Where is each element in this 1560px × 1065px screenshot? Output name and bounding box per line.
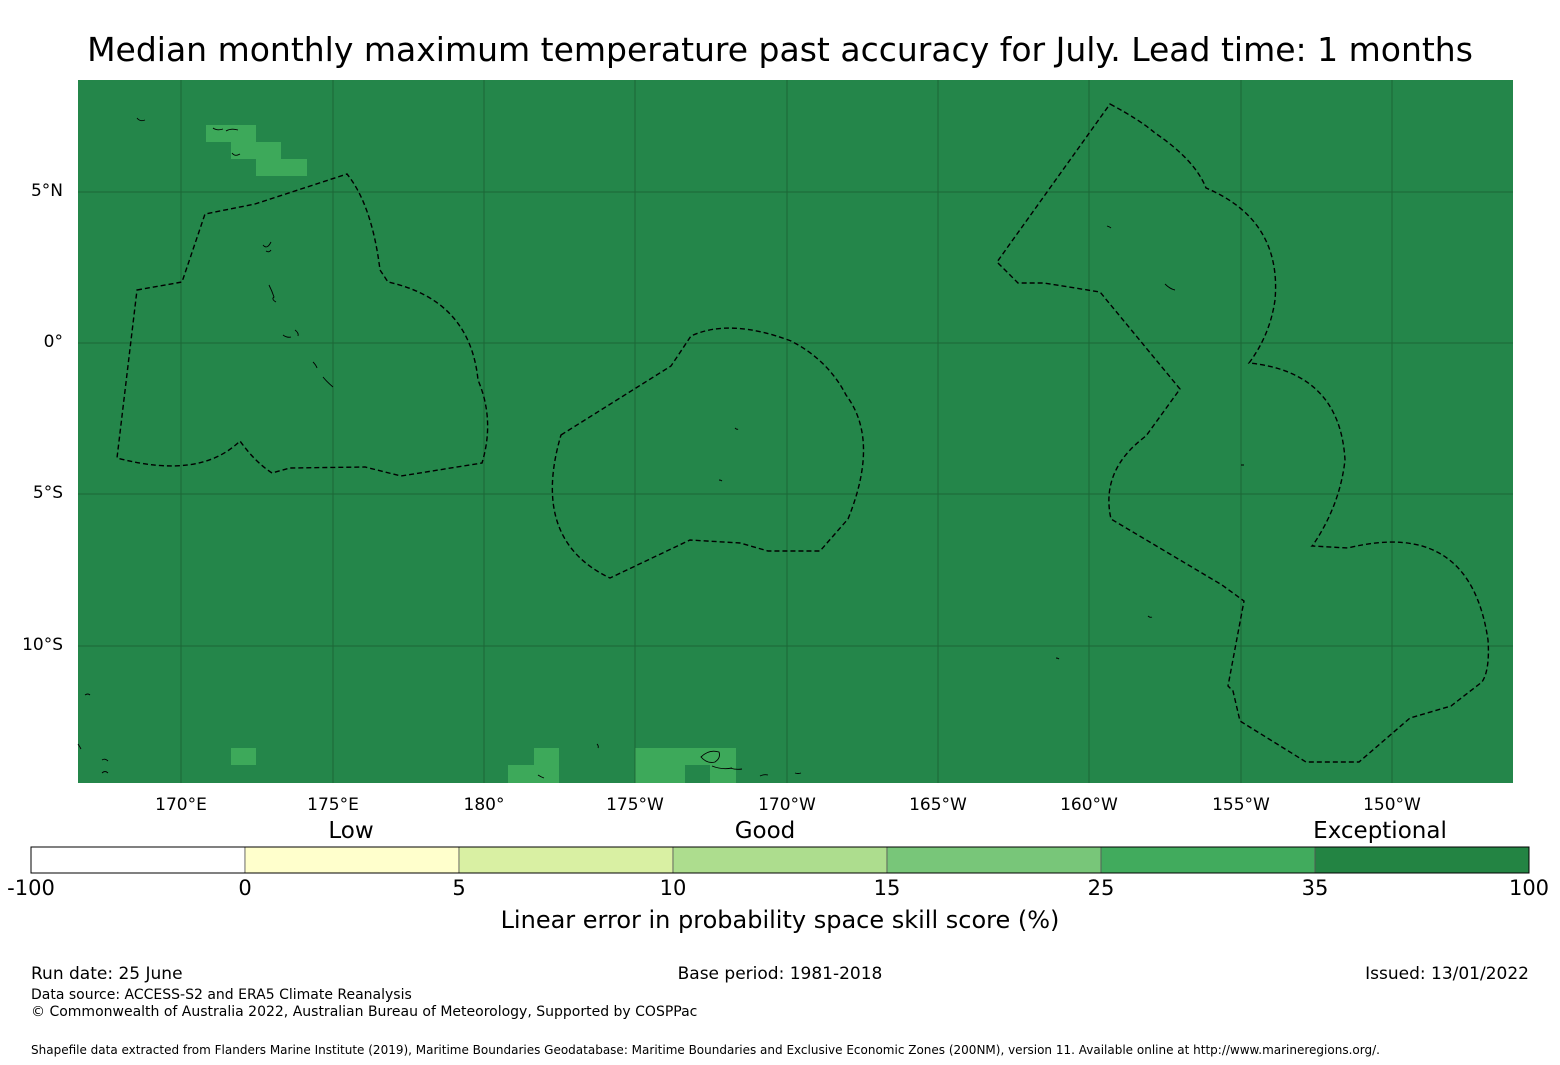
lat-tick-label: 10°S [22, 635, 63, 655]
eez-boundary-kiribati-gilbert [116, 173, 489, 477]
lat-tick-label: 5°N [30, 181, 63, 201]
lon-tick-label: 170°E [155, 795, 207, 815]
lat-tick-label: 0° [43, 332, 63, 352]
colorbar-tick-label: 15 [873, 876, 901, 900]
skill-patch [635, 748, 736, 765]
island-outline [312, 361, 318, 369]
island-outline [212, 127, 239, 132]
island-outline [711, 765, 743, 770]
colorbar-bin [244, 846, 460, 874]
island-outline [262, 241, 272, 253]
colorbar-tick-label: 0 [238, 876, 252, 900]
shapefile-credit: Shapefile data extracted from Flanders M… [31, 1043, 1380, 1057]
lon-tick-label: 175°W [606, 795, 664, 815]
legend-category-exceptional: Exceptional [1313, 818, 1447, 844]
skill-patch [231, 142, 281, 159]
eez-boundary-tokelau [551, 327, 865, 579]
lon-tick-label: 175°E [307, 795, 359, 815]
legend-category-low: Low [328, 818, 374, 844]
skill-patch [508, 765, 559, 783]
base-period: Base period: 1981-2018 [677, 964, 883, 984]
skill-patch [256, 159, 307, 176]
gridlines [78, 80, 1513, 783]
skill-patch [231, 748, 256, 765]
skill-patch [710, 765, 736, 783]
island-outline [700, 750, 720, 763]
lon-tick-label: 165°W [909, 795, 967, 815]
legend-colorbar [30, 846, 1530, 874]
lon-tick-label: 155°W [1212, 795, 1270, 815]
colorbar-bin [672, 846, 888, 874]
eez-boundaries [116, 103, 1490, 763]
island-outline [136, 117, 146, 122]
skill-patch [534, 748, 559, 765]
lon-tick-label: 160°W [1060, 795, 1118, 815]
skill-patch [206, 125, 256, 142]
lon-tick-label: 150°W [1363, 795, 1421, 815]
colorbar-bin [886, 846, 1102, 874]
colorbar-title: Linear error in probability space skill … [500, 906, 1060, 934]
island-outline [231, 152, 241, 156]
island-outlines [77, 117, 1244, 779]
run-date: Run date: 25 June [31, 964, 183, 984]
copyright: © Commonwealth of Australia 2022, Austra… [31, 1004, 698, 1020]
island-outline [282, 329, 299, 338]
skill-patches [206, 125, 736, 783]
colorbar-bin [1314, 846, 1530, 874]
colorbar-bin [458, 846, 674, 874]
island-outline [84, 693, 109, 774]
lat-tick-label: 5°S [32, 483, 63, 503]
colorbar-tick-label: -100 [7, 876, 55, 900]
skill-field-background [78, 80, 1513, 783]
lon-tick-label: 170°W [758, 795, 816, 815]
island-outline [596, 464, 1244, 749]
island-outline [1147, 615, 1153, 618]
island-outline [322, 376, 334, 388]
island-outline [734, 427, 739, 430]
colorbar-frame [30, 846, 1530, 874]
island-outline [268, 284, 277, 303]
skill-patch [635, 765, 685, 783]
island-outline [77, 743, 802, 779]
eez-boundary-kiribati-line [996, 103, 1490, 763]
map-area [77, 80, 1513, 783]
colorbar-bin [1100, 846, 1316, 874]
lon-tick-label: 180° [463, 795, 505, 815]
legend-category-good: Good [734, 818, 796, 844]
data-source: Data source: ACCESS-S2 and ERA5 Climate … [31, 987, 412, 1003]
island-outline [1164, 283, 1176, 291]
issued-date: Issued: 13/01/2022 [1365, 964, 1529, 984]
colorbar-tick-label: 35 [1301, 876, 1329, 900]
colorbar-bin [30, 846, 246, 874]
map-title: Median monthly maximum temperature past … [87, 30, 1473, 69]
colorbar-tick-label: 5 [452, 876, 466, 900]
colorbar-tick-label: 10 [659, 876, 687, 900]
colorbar-tick-label: 25 [1087, 876, 1115, 900]
island-outline [1106, 225, 1112, 229]
colorbar-tick-label: 100 [1508, 876, 1550, 900]
